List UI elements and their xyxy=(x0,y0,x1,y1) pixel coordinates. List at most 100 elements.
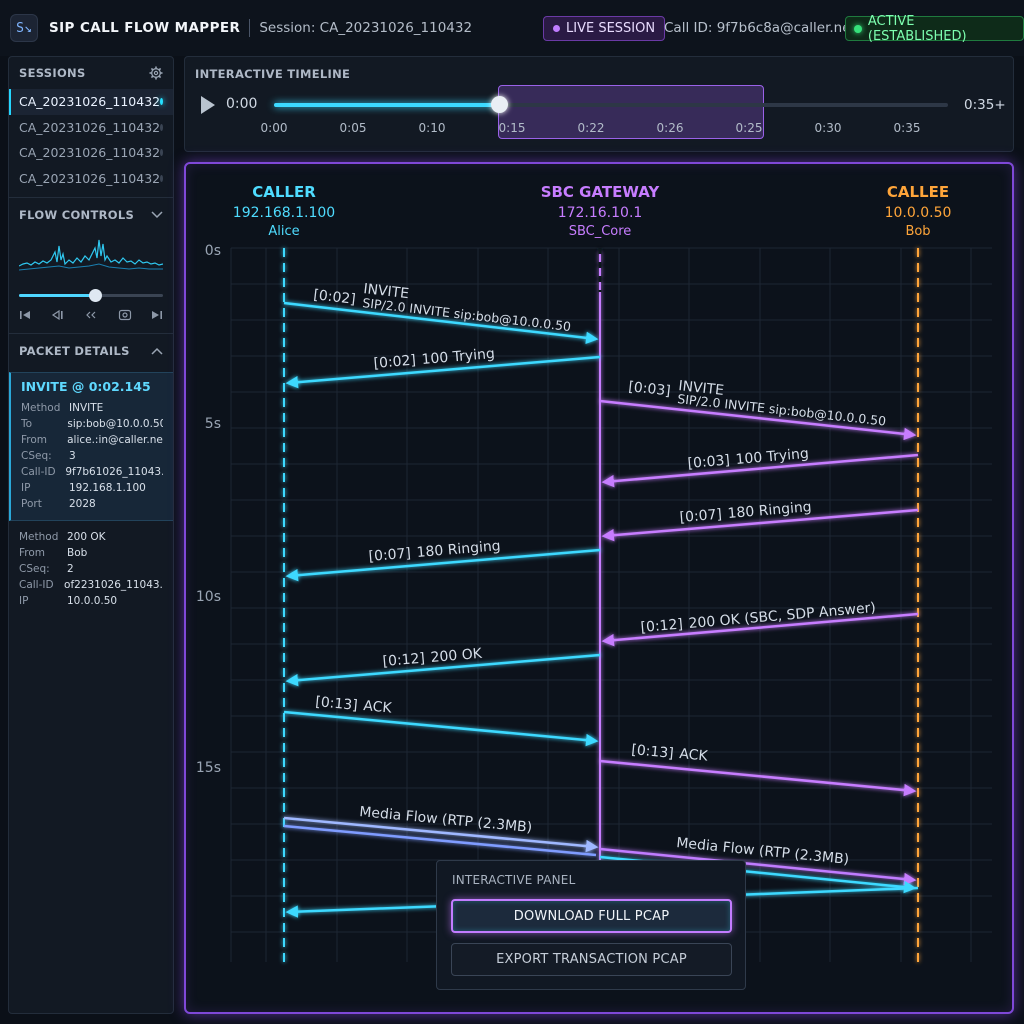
step-back-icon[interactable] xyxy=(51,309,65,321)
timeline-selection-window[interactable] xyxy=(498,85,764,139)
download-full-pcap-button[interactable]: DOWNLOAD FULL PCAP xyxy=(451,899,732,933)
packet-field: Method INVITE xyxy=(21,400,163,416)
message-label: INVITE xyxy=(678,378,725,399)
field-value: alice.:in@caller.net xyxy=(67,434,163,446)
message-arrow[interactable] xyxy=(601,612,919,647)
message-time: [0:03] xyxy=(628,379,672,399)
message-time: [0:07] xyxy=(679,507,723,526)
message-time: [0:02] xyxy=(373,352,417,371)
message-arrow[interactable] xyxy=(601,453,919,488)
status-label: ACTIVE (ESTABLISHED) xyxy=(867,13,967,44)
app-logo-icon: S↘ xyxy=(10,14,38,42)
field-value: 2 xyxy=(67,563,74,575)
field-value: 9f7b61026_11043... xyxy=(65,466,163,478)
field-key: CSeq: xyxy=(21,450,52,462)
message-arrow[interactable] xyxy=(283,710,599,747)
message-arrow[interactable] xyxy=(285,548,601,582)
message-time: [0:07] xyxy=(368,546,412,565)
packet-field: From alice.:in@caller.net xyxy=(21,432,163,448)
status-dot-icon xyxy=(854,24,862,33)
y-tick: 10s xyxy=(196,589,221,605)
session-list: CA_20231026_110432 CA_20231026_110432 CA… xyxy=(9,89,173,191)
session-status-dot-icon xyxy=(160,123,163,131)
message-label: INVITE xyxy=(363,281,410,302)
status-badge: ACTIVE (ESTABLISHED) xyxy=(845,13,1024,44)
media-arrow[interactable] xyxy=(599,847,917,886)
lane-caller-name: CALLER xyxy=(252,183,316,201)
session-item-label: CA_20231026_110432 xyxy=(19,170,161,186)
skip-start-icon[interactable] xyxy=(19,309,31,321)
packet-field: IP 192.168.1.100 xyxy=(21,480,163,496)
timeline-tick: 0:26 xyxy=(656,121,684,135)
session-item[interactable]: CA_20231026_110432 xyxy=(9,115,173,141)
timeline-track[interactable] xyxy=(274,103,948,107)
field-value: INVITE xyxy=(69,402,104,414)
field-value: 192.168.1.100 xyxy=(69,482,146,494)
capture-settings-icon[interactable] xyxy=(118,309,132,321)
timeline-tick: 0:00 xyxy=(260,121,288,135)
message-time: [0:13] xyxy=(315,694,359,714)
lane-sbc-ip: 172.16.10.1 xyxy=(558,205,643,221)
packet-card-selected[interactable]: INVITE @ 0:02.145 Method INVITE To sip:bob… xyxy=(9,372,173,521)
interactive-panel: INTERACTIVE PANEL DOWNLOAD FULL PCAP EXP… xyxy=(436,860,746,990)
call-flow-diagram: CALLER 192.168.1.100 Alice SBC GATEWAY 1… xyxy=(196,183,992,962)
field-key: IP xyxy=(21,482,31,494)
media-arrow[interactable] xyxy=(283,816,599,853)
lane-caller-label: Alice xyxy=(268,224,299,239)
packet-title: INVITE @ 0:02.145 xyxy=(21,379,151,394)
skip-end-icon[interactable] xyxy=(151,309,163,321)
message-arrow[interactable] xyxy=(599,759,917,797)
rewind-icon[interactable] xyxy=(84,309,98,321)
live-session-badge[interactable]: LIVE SESSION xyxy=(543,16,666,41)
message-arrow[interactable] xyxy=(283,301,599,345)
field-key: Call-ID xyxy=(21,466,56,478)
gear-icon[interactable] xyxy=(149,66,163,80)
field-key: From xyxy=(19,547,46,559)
flow-slider-thumb[interactable] xyxy=(89,289,102,302)
timeline-tick: 0:30 xyxy=(814,121,842,135)
message-arrow[interactable] xyxy=(599,399,917,441)
message-label: 200 OK (SBC, SDP Answer) xyxy=(688,600,876,632)
flow-controls-header[interactable]: FLOW CONTROLS xyxy=(9,198,173,232)
message-label: ACK xyxy=(679,746,709,765)
message-time: [0:12] xyxy=(382,651,426,670)
field-key: Port xyxy=(21,498,42,510)
timeline-heading: INTERACTIVE TIMELINE xyxy=(195,67,351,81)
message-detail: SIP/2.0 INVITE sip:bob@10.0.0.50 xyxy=(677,391,887,429)
timeline-progress-fill xyxy=(274,103,498,107)
lane-callee-label: Bob xyxy=(905,224,930,239)
session-item[interactable]: CA_20231026_110432 xyxy=(9,140,173,166)
message-arrow[interactable] xyxy=(285,355,601,389)
message-label: 100 Trying xyxy=(421,346,495,368)
sidebar: SESSIONS CA_20231026_110432 CA_20231026_… xyxy=(8,56,174,1014)
timeline-panel: INTERACTIVE TIMELINE 0:00 0:35+ 0:00 0:0… xyxy=(184,56,1014,152)
session-status-dot-icon xyxy=(160,98,163,106)
message-arrow[interactable] xyxy=(285,653,601,687)
session-item[interactable]: CA_20231026_110432 xyxy=(9,166,173,192)
divider xyxy=(9,197,173,198)
flow-slider[interactable] xyxy=(19,289,163,302)
chevron-up-icon[interactable] xyxy=(151,347,163,355)
timeline-end-time: 0:35+ xyxy=(964,97,1006,113)
message-time: [0:02] xyxy=(313,287,357,308)
message-label: 180 Ringing xyxy=(727,499,812,522)
timeline-scrubber[interactable] xyxy=(491,96,508,113)
field-value: 10.0.0.50 xyxy=(67,595,118,607)
export-transaction-pcap-button[interactable]: EXPORT TRANSACTION PCAP xyxy=(451,943,732,976)
call-id: Call ID: 9f7b6c8a@caller.net xyxy=(664,20,856,36)
session-item-label: CA_20231026_110432 xyxy=(19,119,161,135)
play-icon[interactable] xyxy=(201,96,215,114)
packet-card[interactable]: Method 200 OK From Bob CSeq: 2 Call-ID of223… xyxy=(9,521,173,617)
session-item-label: CA_20231026_110432 xyxy=(19,145,161,161)
media-arrow[interactable] xyxy=(283,824,597,857)
field-key: CSeq: xyxy=(19,563,50,575)
divider xyxy=(9,333,173,334)
session-item[interactable]: CA_20231026_110432 xyxy=(9,89,173,115)
field-key: To xyxy=(21,418,33,430)
message-arrow[interactable] xyxy=(601,508,919,542)
chevron-down-icon[interactable] xyxy=(151,211,163,219)
packet-details-header[interactable]: PACKET DETAILS xyxy=(9,334,173,368)
packet-field: Method 200 OK xyxy=(19,529,163,545)
flow-slider-fill xyxy=(19,294,95,297)
field-key: From xyxy=(21,434,48,446)
